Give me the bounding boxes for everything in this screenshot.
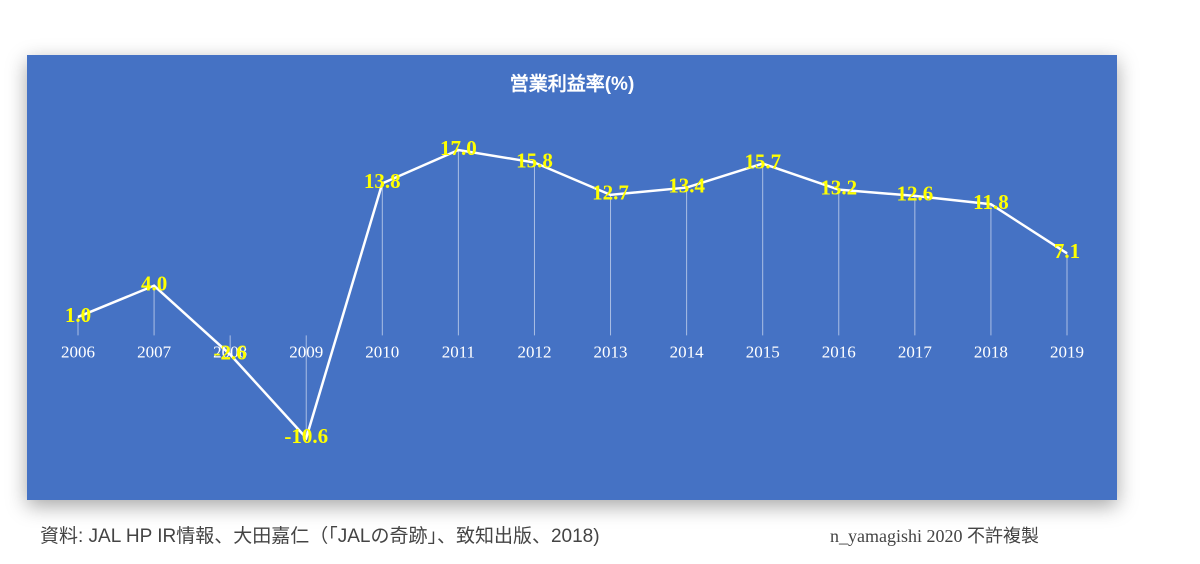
data-label: 1.0 <box>65 303 91 327</box>
credit-note: n_yamagishi 2020 不許複製 <box>830 526 1039 546</box>
x-tick-label: 2014 <box>670 342 705 361</box>
data-label: 12.7 <box>592 181 629 205</box>
data-label: 13.4 <box>668 173 705 197</box>
x-tick-label: 2010 <box>365 342 399 361</box>
data-label: 4.0 <box>141 271 167 295</box>
data-label: 13.8 <box>364 169 401 193</box>
x-tick-label: 2009 <box>289 342 323 361</box>
data-label: -10.6 <box>284 424 328 448</box>
data-label: 15.7 <box>744 149 781 173</box>
x-tick-label: 2018 <box>974 342 1008 361</box>
x-tick-label: 2019 <box>1050 342 1084 361</box>
x-tick-label: 2012 <box>517 342 551 361</box>
x-tick-label: 2013 <box>594 342 628 361</box>
data-label: 15.8 <box>516 148 553 172</box>
data-label: -2.6 <box>214 340 247 364</box>
source-note: 資料: JAL HP IR情報、大田嘉仁（「JALの奇跡」、致知出版、2018) <box>40 525 600 547</box>
plot-background <box>27 55 1117 500</box>
x-tick-label: 2017 <box>898 342 933 361</box>
data-label: 7.1 <box>1054 239 1080 263</box>
x-tick-label: 2015 <box>746 342 780 361</box>
x-tick-label: 2007 <box>137 342 172 361</box>
data-line <box>77 148 1068 441</box>
data-label: 12.6 <box>896 182 933 206</box>
data-label: 13.2 <box>820 175 857 199</box>
x-tick-label: 2016 <box>822 342 856 361</box>
x-tick-label: 2011 <box>442 342 475 361</box>
x-tick-label: 2008 <box>213 342 247 361</box>
chart-title: 営業利益率(%) <box>510 72 635 95</box>
x-tick-label: 2006 <box>61 342 95 361</box>
data-label: 11.8 <box>973 190 1009 214</box>
data-label: 17.0 <box>440 136 477 160</box>
